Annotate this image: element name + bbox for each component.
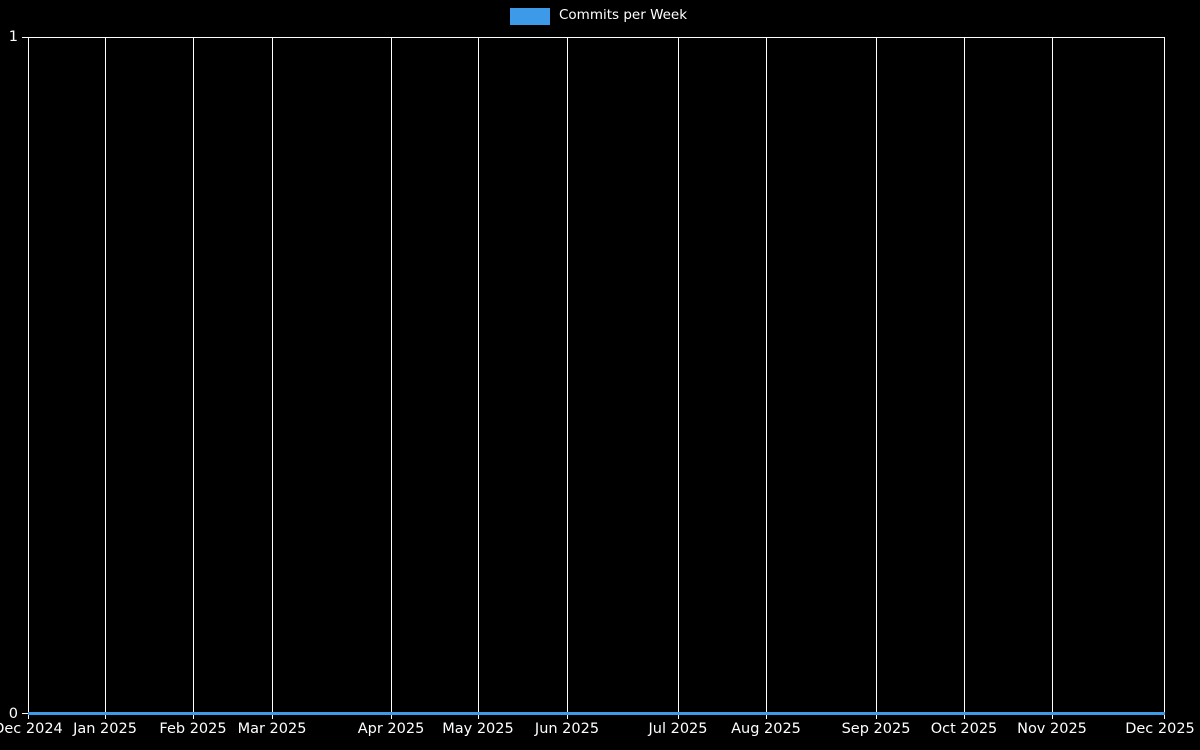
xtick-label-may-2025: May 2025 <box>442 721 514 737</box>
xtick-mark-dec-2024 <box>28 715 29 719</box>
gridline-dec-2024 <box>28 37 29 714</box>
gridline-jul-2025 <box>678 37 679 714</box>
xtick-mark-oct-2025 <box>964 715 965 719</box>
xtick-label-jun-2025: Jun 2025 <box>534 721 600 737</box>
xtick-label-dec-2025: Dec 2025 <box>1125 721 1195 737</box>
xtick-label-apr-2025: Apr 2025 <box>357 721 425 737</box>
legend-swatch-commits-per-week <box>510 7 550 25</box>
gridline-jun-2025 <box>567 37 568 714</box>
ytick-label-0: 0 <box>8 706 18 722</box>
ytick-mark-1 <box>22 37 28 38</box>
gridline-feb-2025 <box>193 37 194 714</box>
xtick-label-feb-2025: Feb 2025 <box>159 721 227 737</box>
ytick-mark-0 <box>22 713 28 714</box>
xtick-label-jul-2025: Jul 2025 <box>648 721 708 737</box>
gridline-oct-2025 <box>964 37 965 714</box>
gridline-mar-2025 <box>272 37 273 714</box>
ytick-label-1: 1 <box>8 29 18 45</box>
xtick-mark-feb-2025 <box>193 715 194 719</box>
gridline-dec-2025 <box>1164 37 1165 714</box>
gridline-horizontal-top <box>28 37 1165 38</box>
xtick-mark-nov-2025 <box>1052 715 1053 719</box>
xtick-label-oct-2025: Oct 2025 <box>930 721 998 737</box>
gridline-jan-2025 <box>105 37 106 714</box>
gridline-sep-2025 <box>876 37 877 714</box>
series-line-commits-per-week <box>28 712 1165 715</box>
xtick-mark-sep-2025 <box>876 715 877 719</box>
xtick-label-jan-2025: Jan 2025 <box>73 721 137 737</box>
xtick-label-sep-2025: Sep 2025 <box>841 721 911 737</box>
xtick-mark-may-2025 <box>478 715 479 719</box>
xtick-mark-dec-2025 <box>1164 715 1165 719</box>
chart-legend: Commits per Week <box>510 3 687 29</box>
xtick-label-aug-2025: Aug 2025 <box>731 721 801 737</box>
xtick-label-nov-2025: Nov 2025 <box>1017 721 1087 737</box>
xtick-mark-jul-2025 <box>678 715 679 719</box>
xtick-label-dec-2024: Dec 2024 <box>0 721 63 737</box>
xtick-mark-mar-2025 <box>272 715 273 719</box>
gridline-aug-2025 <box>766 37 767 714</box>
plot-area <box>28 37 1165 714</box>
xtick-mark-jun-2025 <box>567 715 568 719</box>
legend-label-commits-per-week: Commits per Week <box>559 7 688 24</box>
gridline-nov-2025 <box>1052 37 1053 714</box>
xtick-mark-apr-2025 <box>391 715 392 719</box>
gridline-may-2025 <box>478 37 479 714</box>
gridline-apr-2025 <box>391 37 392 714</box>
xtick-mark-aug-2025 <box>766 715 767 719</box>
xtick-label-mar-2025: Mar 2025 <box>237 721 307 737</box>
xtick-mark-jan-2025 <box>105 715 106 719</box>
